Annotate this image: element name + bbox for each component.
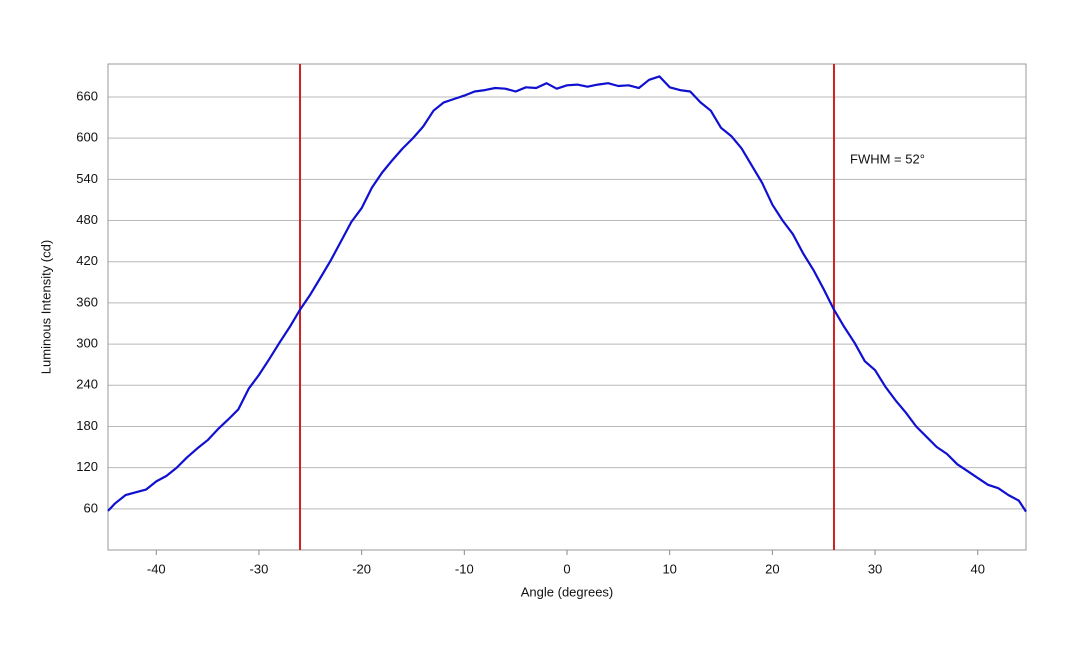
x-tick-label: 10 [662,561,676,576]
y-tick-label: 420 [76,253,98,268]
y-tick-label: 300 [76,336,98,351]
x-tick-label: 0 [563,561,570,576]
x-tick-label: 40 [971,561,985,576]
data-line [107,75,1027,513]
x-tick-label: -10 [455,561,474,576]
x-tick-label: 20 [765,561,779,576]
y-tick-label: 240 [76,377,98,392]
x-tick-label: -40 [147,561,166,576]
x-tick-label: 30 [868,561,882,576]
x-axis-label: Angle (degrees) [521,584,614,599]
y-tick-label: 660 [76,88,98,103]
plot-frame [107,63,1027,551]
y-tick-label: 360 [76,294,98,309]
y-tick-label: 60 [84,500,98,515]
y-tick-label: 480 [76,212,98,227]
x-tick-label: -30 [250,561,269,576]
y-tick-label: 540 [76,171,98,186]
y-axis-label: Luminous Intensity (cd) [38,240,53,374]
annotation: FWHM = 52° [850,151,925,166]
y-tick-label: 180 [76,418,98,433]
y-tick-label: 600 [76,130,98,145]
x-tick-label: -20 [352,561,371,576]
y-tick-label: 120 [76,459,98,474]
